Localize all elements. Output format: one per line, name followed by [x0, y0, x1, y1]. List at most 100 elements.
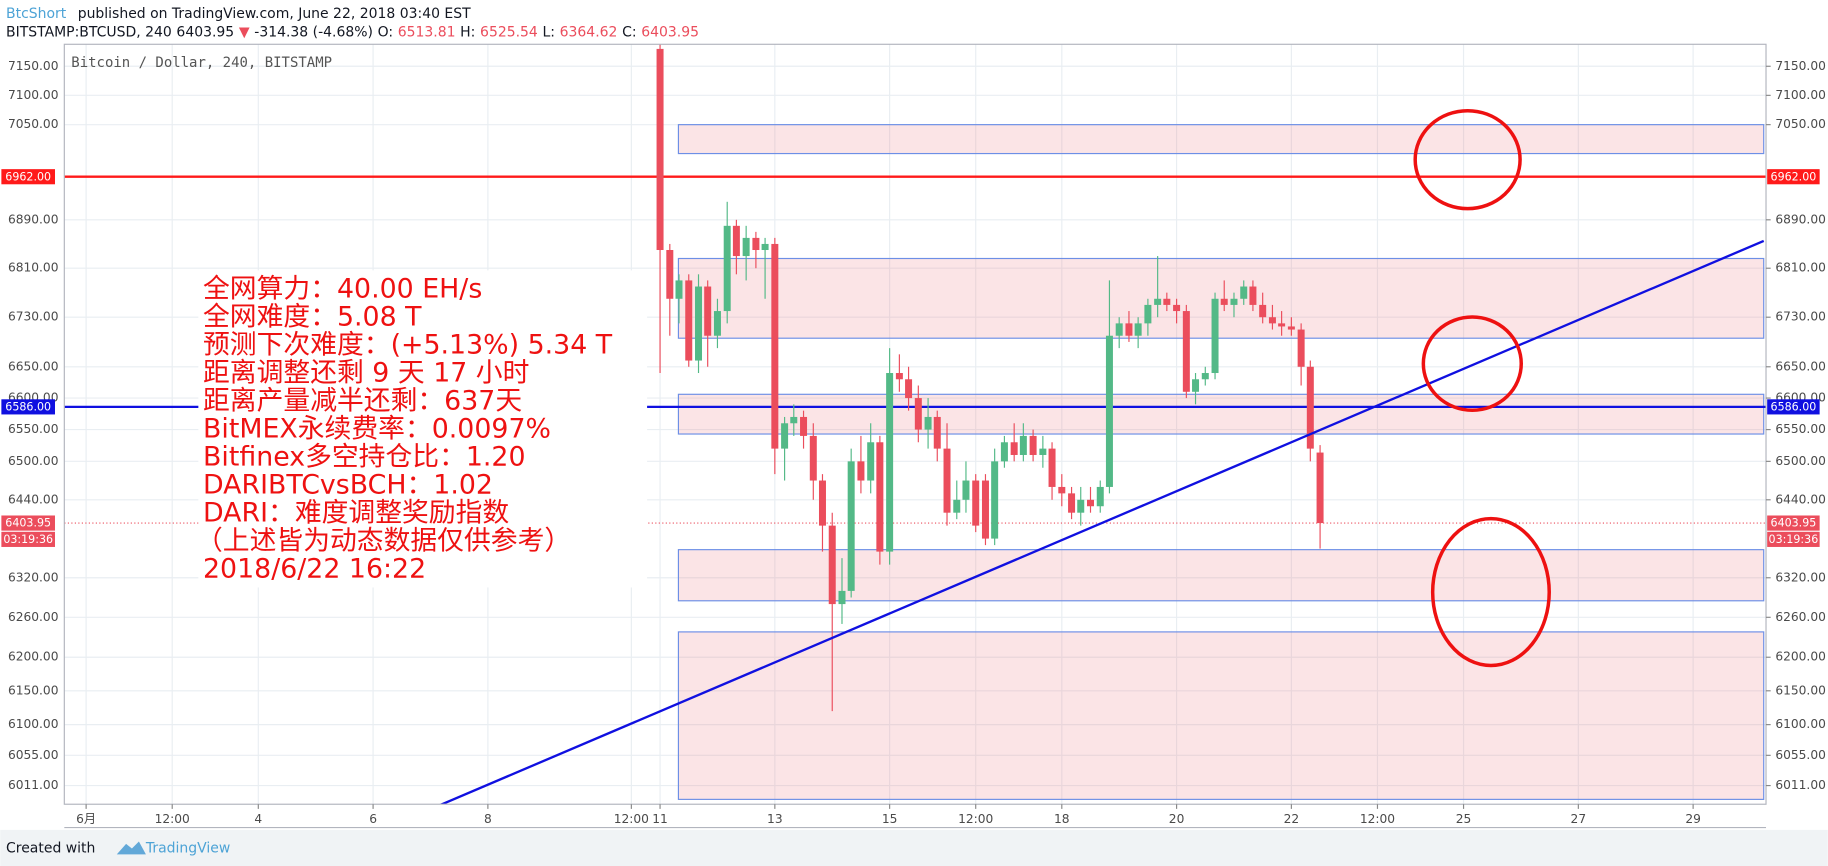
candle-body: [752, 237, 760, 251]
candle-body: [953, 499, 961, 513]
candle-body: [876, 442, 884, 552]
candle-body: [742, 237, 750, 257]
y-tick-label: 6320.00: [8, 570, 59, 584]
candle-body: [828, 525, 836, 605]
price-tag: [1767, 169, 1820, 185]
y-tick-label: 6500.00: [1775, 454, 1826, 468]
candle-body: [1115, 323, 1123, 336]
price-tag: [1767, 515, 1820, 531]
candle-body: [1010, 442, 1018, 455]
candle-body: [800, 416, 808, 436]
circle: [1430, 516, 1551, 668]
trendline-group: [439, 239, 1765, 805]
candle-body: [1259, 304, 1267, 318]
candle-body: [1029, 435, 1037, 455]
candle-body: [1068, 493, 1076, 513]
annotation-line: 距离调整还剩 9 天 17 小时: [203, 358, 529, 389]
x-tick-label: 27: [1571, 812, 1587, 826]
y-tick-label: 6550.00: [8, 422, 59, 436]
quote-line: BITSTAMP:BTCUSD, 240 6403.95 ▼ -314.38 (-4.…: [6, 25, 699, 41]
footer-bar: [0, 829, 1828, 866]
zone: [677, 631, 1765, 800]
quote-part: BITSTAMP:BTCUSD, 240: [6, 25, 172, 41]
price-tag-label: 6403.95: [5, 517, 51, 530]
candle-body: [1268, 317, 1276, 324]
candle-body: [1306, 366, 1314, 449]
candle-body: [818, 480, 826, 526]
x-tick-label: 20: [1169, 812, 1185, 826]
y-tick-label: 6260.00: [1775, 610, 1826, 624]
candle-body: [943, 448, 951, 513]
x-tick-label: 6月: [76, 812, 96, 826]
annotation-line: DARIBTCvsBCH：1.02: [203, 470, 493, 501]
x-tick-label: 15: [882, 812, 898, 826]
y-tick-label: 7050.00: [1775, 117, 1826, 131]
annotation-line: 全网算力：40.00 EH/s: [203, 274, 482, 305]
published: published on TradingView.com, June 22, 2…: [78, 6, 471, 22]
x-tick-label: 22: [1284, 812, 1300, 826]
author[interactable]: BtcShort: [6, 6, 67, 22]
y-tick-label: 6550.00: [1775, 422, 1826, 436]
zone: [677, 393, 1765, 435]
countdown-tag: [1767, 531, 1820, 547]
footer-brand[interactable]: TradingView: [145, 841, 230, 857]
y-tick-label: 6055.00: [8, 748, 59, 762]
candle-body: [1240, 286, 1248, 299]
candle-body: [895, 373, 903, 380]
price-tag-label: 6403.95: [1771, 517, 1817, 530]
candle-body: [914, 398, 922, 430]
candle-body: [1287, 326, 1295, 330]
y-tick-label: 6150.00: [1775, 683, 1826, 697]
x-tick-label: 6: [369, 812, 377, 826]
candle-body: [867, 442, 875, 481]
candle-body: [1058, 486, 1066, 494]
candle-body: [1182, 311, 1190, 392]
candle-body: [695, 286, 703, 361]
trendline: [439, 239, 1765, 805]
price-tag-label: 6586.00: [1771, 400, 1817, 413]
candle-body: [1048, 448, 1056, 487]
candle-body: [1192, 379, 1200, 392]
y-tick-label: 6730.00: [8, 310, 59, 324]
y-tick-label: 6890.00: [8, 212, 59, 226]
candle-body: [723, 225, 731, 312]
candle-body: [1039, 448, 1047, 455]
quote-part: 6364.62: [560, 25, 618, 41]
x-tick-label: 4: [254, 812, 262, 826]
candle-body: [1087, 499, 1094, 507]
candle-body: [1220, 298, 1228, 305]
candle-body: [704, 286, 712, 336]
candle-body: [1019, 435, 1027, 455]
price-tag-label: 6586.00: [5, 400, 51, 413]
x-tick-label: 12:00: [155, 812, 190, 826]
quote-part: C:: [622, 25, 636, 41]
circle: [1421, 315, 1523, 413]
quote-part: ▼: [239, 25, 250, 41]
x-tick-label: 18: [1054, 812, 1070, 826]
quote-part: 6513.81: [398, 25, 456, 41]
price-tag-label: 6962.00: [5, 170, 51, 183]
candle-body: [809, 435, 817, 481]
candle-body: [1211, 298, 1219, 374]
candle-body: [713, 311, 721, 336]
candle-body: [790, 416, 798, 424]
candle-body: [1316, 452, 1324, 524]
y-tick-label: 6810.00: [8, 261, 59, 275]
y-tick-label: 7100.00: [8, 88, 59, 102]
quote-part: L:: [542, 25, 555, 41]
candle-body: [1230, 298, 1238, 305]
circles: [1413, 108, 1551, 668]
candle-body: [1096, 486, 1104, 507]
x-tick-label: 25: [1456, 812, 1472, 826]
zone: [677, 124, 1765, 155]
x-tick-label: 29: [1685, 812, 1701, 826]
y-tick-label: 7150.00: [1775, 59, 1826, 73]
annotation-line: BitMEX永续费率：0.0097%: [203, 414, 551, 445]
zones: [677, 124, 1765, 800]
y-tick-label: 6650.00: [8, 359, 59, 373]
quote-part: H:: [460, 25, 475, 41]
price-tags: 6962.00 6962.00 6586.00 6586.00 6403.95 6403.…: [1, 169, 1820, 547]
y-tick-label: 6011.00: [1775, 778, 1826, 792]
candle-body: [781, 423, 789, 449]
